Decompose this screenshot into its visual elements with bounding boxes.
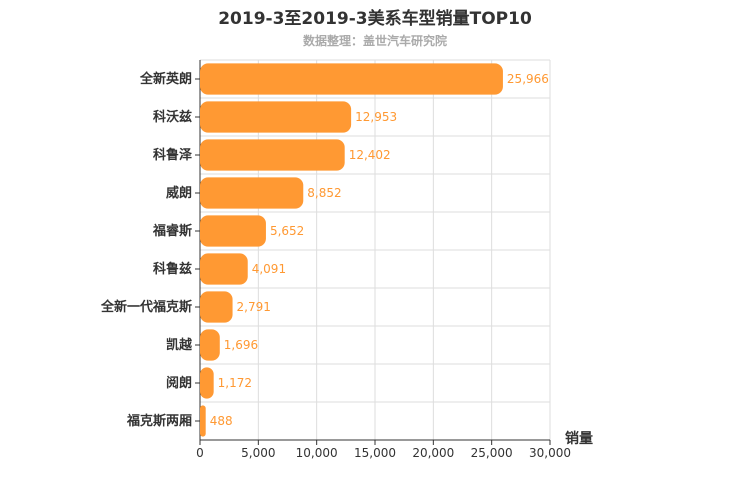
data-label: 4,091	[252, 262, 286, 276]
x-tick-label: 10,000	[296, 446, 338, 460]
data-label: 25,966	[507, 72, 549, 86]
category-label: 凯越	[166, 337, 193, 353]
data-label: 12,953	[355, 110, 397, 124]
bar	[200, 291, 233, 323]
category-label: 阅朗	[166, 375, 192, 391]
x-tick-label: 25,000	[471, 446, 513, 460]
bar	[200, 253, 248, 285]
category-label: 福克斯两厢	[126, 413, 192, 429]
bar	[200, 329, 220, 361]
bar	[200, 63, 503, 95]
data-label: 2,791	[237, 300, 271, 314]
category-label: 全新一代福克斯	[100, 299, 192, 315]
category-label: 科鲁泽	[153, 147, 193, 163]
bar	[200, 367, 214, 399]
x-tick-label: 20,000	[412, 446, 454, 460]
category-label: 福睿斯	[152, 223, 192, 239]
bar	[200, 215, 266, 247]
data-label: 5,652	[270, 224, 304, 238]
data-label: 1,696	[224, 338, 258, 352]
bar	[200, 405, 206, 437]
chart-title: 2019-3至2019-3美系车型销量TOP10	[218, 9, 532, 29]
category-label: 科鲁兹	[153, 261, 192, 277]
category-label: 威朗	[166, 185, 192, 201]
data-label: 8,852	[307, 186, 341, 200]
category-label: 全新英朗	[139, 71, 192, 87]
x-tick-label: 5,000	[241, 446, 275, 460]
data-label: 488	[210, 414, 233, 428]
x-axis-title: 销量	[565, 430, 593, 447]
x-tick-label: 15,000	[354, 446, 396, 460]
data-label: 12,402	[349, 148, 391, 162]
bar	[200, 177, 304, 209]
x-tick-label: 0	[196, 446, 204, 460]
bar	[200, 101, 352, 133]
data-label: 1,172	[218, 376, 252, 390]
bar	[200, 139, 345, 171]
x-tick-label: 30,000	[529, 446, 571, 460]
category-label: 科沃兹	[153, 109, 192, 125]
chart-subtitle: 数据整理：盖世汽车研究院	[302, 34, 447, 48]
